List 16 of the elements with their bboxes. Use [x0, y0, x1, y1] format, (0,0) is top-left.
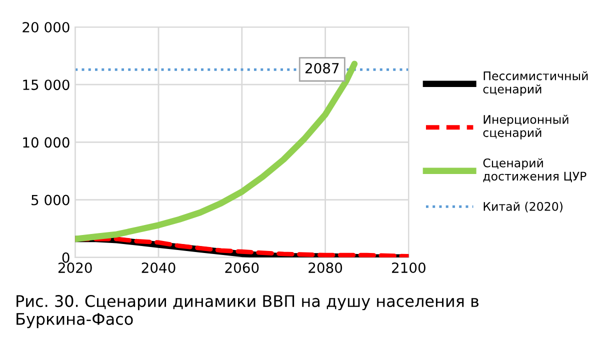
y-tick-label: 0: [62, 252, 70, 263]
y-tick-label: 5 000: [32, 194, 70, 206]
legend-label: Китай (2020): [484, 202, 562, 212]
y-tick-label: 10 000: [23, 137, 70, 148]
x-tick-label: 2040: [142, 262, 176, 274]
y-tick-label: 15 000: [23, 80, 70, 90]
x-tick-label: 2020: [58, 262, 92, 274]
text: Рис. 30. Сценарии динамики ВВП на душу населения в Буркина-Фасо: [16, 295, 478, 328]
y-tick-label: 20 000: [22, 22, 70, 32]
legend-label: Пессимистичный сценарий: [483, 71, 588, 96]
legend-label: Сценарий достижения ЦУР: [483, 158, 586, 182]
legend-label: Инерционный сценарий: [483, 114, 568, 140]
x-tick-label: 2080: [308, 262, 342, 274]
annotation: 2087: [305, 62, 339, 74]
x-tick-label: 2060: [225, 262, 259, 274]
x-tick-label: 2100: [392, 262, 426, 274]
